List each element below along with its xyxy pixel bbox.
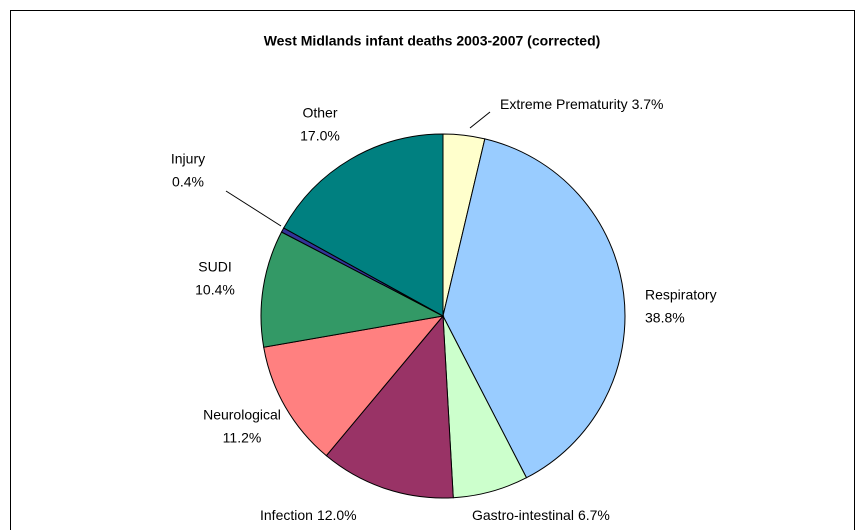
slice-label: Other [302, 105, 337, 121]
slice-label-group: Infection 12.0% [260, 507, 357, 523]
leader-line [225, 190, 282, 227]
slice-value-label: 6.7% [578, 507, 610, 523]
slice-label: Injury [171, 151, 205, 167]
slice-label-group: Gastro-intestinal 6.7% [472, 507, 610, 523]
pie-slice [263, 315, 445, 457]
leader-line [469, 111, 491, 129]
slice-value-label: 17.0% [300, 128, 340, 144]
slice-label: Extreme Prematurity [500, 96, 628, 112]
slice-value-label: 0.4% [172, 174, 204, 190]
pie-slice [260, 231, 445, 348]
slice-value-label: 10.4% [195, 282, 235, 298]
slice-value-label: 12.0% [317, 507, 357, 523]
pie-slice [442, 138, 626, 479]
slice-value-label: 38.8% [645, 310, 685, 326]
pie-slice [283, 133, 444, 317]
slice-label-group: Extreme Prematurity 3.7% [500, 96, 664, 112]
slice-label: Infection [260, 507, 313, 523]
chart-title: West Midlands infant deaths 2003-2007 (c… [264, 33, 601, 49]
slice-label: Gastro-intestinal [472, 507, 574, 523]
slice-label: Respiratory [645, 287, 717, 303]
slice-label: SUDI [198, 259, 231, 275]
slice-value-label: 3.7% [632, 96, 664, 112]
slice-label: Neurological [203, 407, 281, 423]
pie-slice [325, 314, 454, 499]
slice-value-label: 11.2% [223, 430, 262, 446]
